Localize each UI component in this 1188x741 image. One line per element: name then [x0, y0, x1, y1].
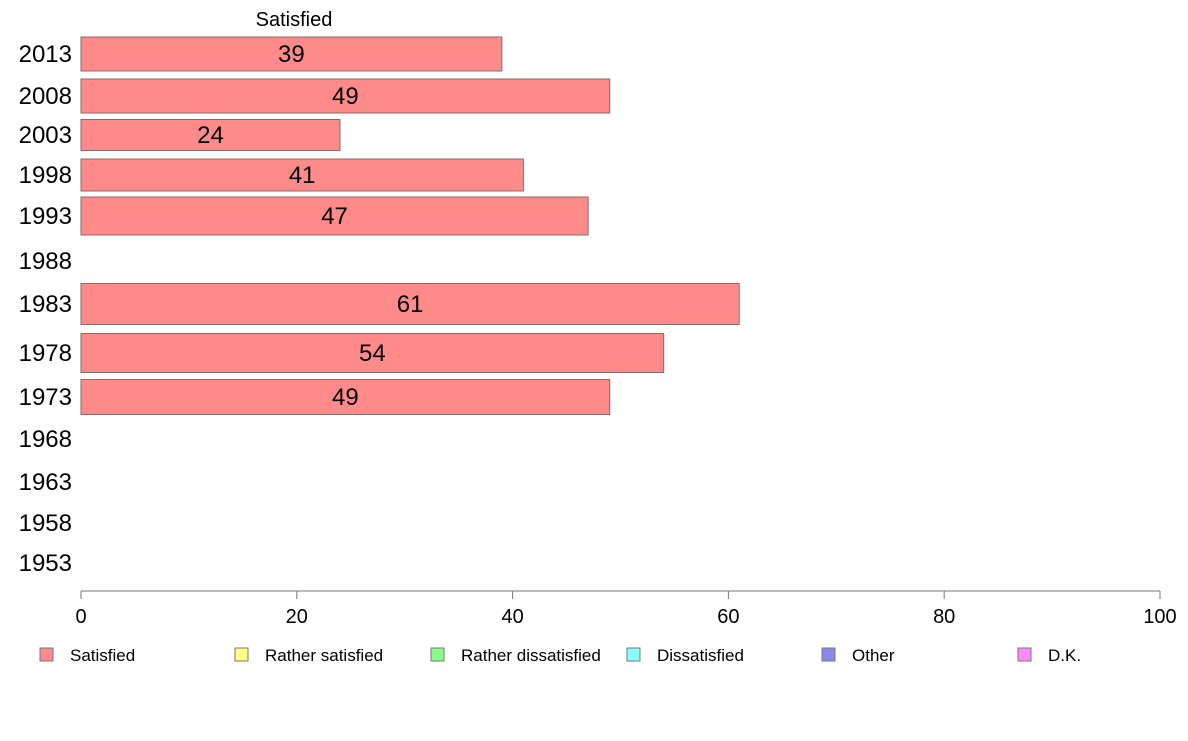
legend-swatch-other	[821, 647, 836, 662]
data-label-1983: 61	[397, 291, 424, 318]
legend-label-other: Other	[852, 646, 895, 665]
bar-1973	[80, 379, 611, 415]
data-label-2013: 39	[278, 41, 305, 68]
y-tick-label-1983: 1983	[19, 291, 72, 318]
chart-title: Satisfied	[256, 9, 333, 31]
y-tick-labels: 2013 2008 2003 1998 1993 1988 1983 1978 1973 1968…	[19, 41, 72, 577]
legend-label-rather-dissatisfied: Rather dissatisfied	[461, 646, 601, 665]
x-axis: 0 20 40 60 80 100	[75, 590, 1177, 628]
y-tick-label-1958: 1958	[19, 510, 72, 537]
legend-label-d-k: D.K.	[1048, 646, 1081, 665]
bar-1998	[80, 158, 524, 192]
y-tick-label-1993: 1993	[19, 203, 72, 230]
y-tick-label-1973: 1973	[19, 384, 72, 411]
x-tick-label-60: 60	[717, 606, 739, 628]
bar-2003	[80, 119, 341, 151]
data-label-1993: 47	[321, 203, 348, 230]
legend-label-dissatisfied: Dissatisfied	[657, 646, 744, 665]
bar-2013	[80, 36, 503, 72]
x-tick-label-100: 100	[1143, 606, 1176, 628]
x-tick-label-80: 80	[933, 606, 955, 628]
x-tick-label-40: 40	[501, 606, 523, 628]
legend-swatch-d-k	[1017, 647, 1032, 662]
legend-label-rather-satisfied: Rather satisfied	[265, 646, 383, 665]
legend-label-satisfied: Satisfied	[70, 646, 135, 665]
data-label-2003: 24	[197, 122, 224, 149]
legend-swatch-dissatisfied	[626, 647, 641, 662]
data-label-1973: 49	[332, 384, 359, 411]
y-tick-label-2008: 2008	[19, 83, 72, 110]
bar-1983	[80, 283, 740, 325]
x-tick-label-20: 20	[286, 606, 308, 628]
y-tick-label-1953: 1953	[19, 550, 72, 577]
x-tick-label-0: 0	[75, 606, 86, 628]
y-tick-label-2013: 2013	[19, 41, 72, 68]
bar-1978	[80, 333, 665, 373]
bar-2008	[80, 78, 611, 114]
data-label-2008: 49	[332, 83, 359, 110]
legend-swatch-rather-satisfied	[234, 647, 249, 662]
y-tick-label-2003: 2003	[19, 122, 72, 149]
y-tick-label-1963: 1963	[19, 469, 72, 496]
y-tick-label-1978: 1978	[19, 340, 72, 367]
legend-swatch-rather-dissatisfied	[430, 647, 445, 662]
y-tick-label-1988: 1988	[19, 248, 72, 275]
data-label-1998: 41	[289, 162, 316, 189]
legend-swatch-satisfied	[39, 647, 54, 662]
y-tick-label-1998: 1998	[19, 162, 72, 189]
y-tick-label-1968: 1968	[19, 426, 72, 453]
legend: Satisfied Rather satisfied Rather dissatis…	[39, 646, 1081, 665]
data-label-1978: 54	[359, 340, 386, 367]
bar-1993	[80, 196, 589, 236]
